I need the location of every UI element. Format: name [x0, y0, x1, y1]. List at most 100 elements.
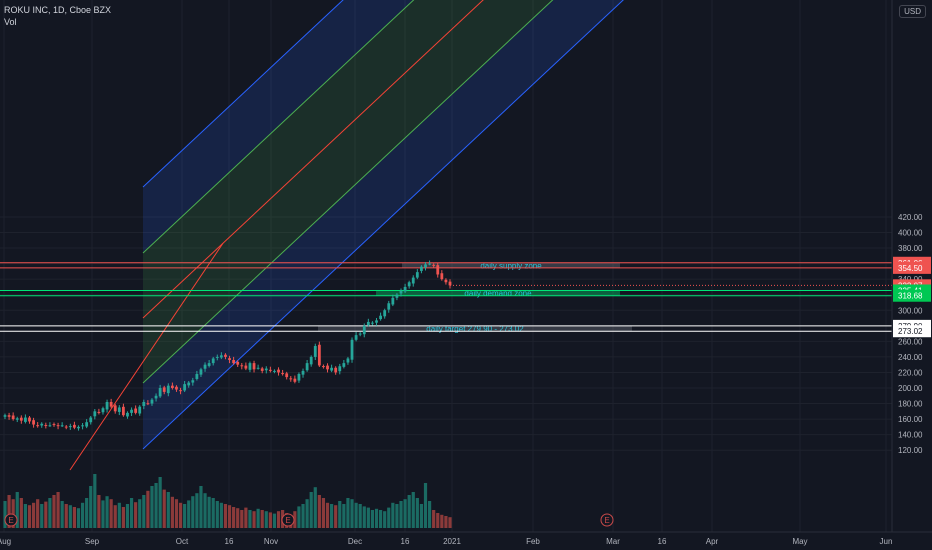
candle-body: [93, 411, 97, 417]
volume-bar: [330, 504, 334, 528]
volume-bar: [48, 498, 52, 528]
volume-bar: [358, 504, 362, 528]
time-tick-label: Sep: [85, 537, 100, 546]
time-tick-label: Apr: [706, 537, 719, 546]
candle-body: [264, 368, 268, 371]
candle-body: [297, 374, 301, 381]
volume-bar: [23, 504, 28, 528]
candle-body: [68, 426, 72, 428]
volume-bar: [191, 496, 195, 528]
regression-channel: [69, 0, 624, 471]
candle-body: [313, 346, 317, 357]
volume-bar: [354, 502, 358, 528]
volume-bar: [89, 486, 93, 528]
volume-bar: [227, 505, 232, 528]
candle-body: [330, 367, 334, 371]
candle-body: [236, 361, 240, 365]
candle-body: [60, 425, 64, 427]
candle-body: [256, 367, 260, 369]
volume-bar: [195, 493, 199, 528]
volume-bar: [40, 504, 44, 528]
candle-body: [232, 360, 236, 364]
price-tick-label: 160.00: [898, 415, 923, 424]
candle-body: [36, 425, 40, 427]
price-tick-label: 180.00: [898, 400, 923, 409]
candle-body: [371, 322, 374, 324]
volume-bar: [264, 511, 268, 528]
volume-label: Vol: [4, 17, 17, 27]
volume-bar: [105, 496, 109, 528]
volume-bar: [407, 495, 411, 528]
candle-body: [403, 286, 407, 292]
candle-body: [109, 401, 113, 407]
volume-bar: [305, 499, 309, 528]
candle-body: [146, 403, 150, 405]
volume-bar: [223, 504, 228, 528]
volume-bar: [158, 477, 162, 528]
candle-body: [432, 264, 436, 266]
candle-body: [424, 264, 427, 268]
candle-body: [154, 395, 158, 399]
time-axis[interactable]: Aug Sep Oct 16 Nov Dec 16 2021 Feb Mar 16 Apr May Jun: [0, 531, 932, 546]
volume-bar: [64, 504, 68, 528]
candle-body: [134, 408, 138, 413]
price-axis-bg: [892, 0, 932, 550]
volume-bar: [272, 513, 277, 528]
candle-body: [162, 387, 166, 392]
candle-body: [101, 408, 105, 413]
candle-body: [260, 368, 264, 371]
candle-body: [444, 279, 448, 283]
candle-body: [309, 356, 313, 365]
candle-body: [273, 370, 276, 372]
volume-bar: [378, 510, 383, 528]
candle-body: [215, 356, 219, 358]
candle-body: [326, 365, 329, 370]
candle-body: [64, 426, 68, 428]
price-tick-label: 260.00: [898, 337, 923, 346]
grid-lines: [0, 0, 892, 532]
earnings-marker-icon: [281, 513, 295, 527]
candle-body: [387, 303, 391, 310]
volume-bar: [207, 496, 211, 528]
price-label-supply: 354.50: [898, 264, 923, 273]
candle-body: [191, 380, 195, 383]
earnings-marker-letter: E: [604, 516, 609, 525]
candle-body: [11, 415, 15, 420]
trend-line: [69, 242, 224, 471]
candle-body: [73, 424, 76, 428]
volume-bar: [325, 502, 330, 528]
candle-body: [289, 378, 293, 380]
currency-button[interactable]: USD: [899, 5, 926, 18]
volume-bar: [15, 492, 19, 528]
time-tick-label: Nov: [264, 537, 278, 546]
time-tick-label: Oct: [176, 537, 189, 546]
volume-bar: [276, 511, 281, 528]
volume-bar: [134, 502, 138, 528]
volume-bar: [93, 474, 97, 528]
price-tick-label: 120.00: [898, 446, 923, 455]
volume-bar: [146, 490, 150, 528]
candle-body: [395, 294, 399, 298]
candle-body: [375, 320, 378, 323]
volume-bar: [80, 502, 85, 528]
price-label-bg-target: [893, 325, 931, 338]
volume-bar: [260, 510, 264, 528]
volume-bar: [72, 507, 77, 528]
candle-body: [436, 265, 440, 275]
candle-body: [142, 401, 146, 407]
candle-body: [391, 297, 395, 305]
candle-body: [166, 385, 170, 394]
volume-bar: [383, 511, 387, 528]
candle-body: [44, 425, 48, 427]
candle-body: [338, 366, 342, 372]
price-label-target: 273.02: [898, 327, 923, 336]
volume-bar: [76, 508, 81, 528]
candle-body: [77, 426, 80, 429]
volume-bar: [334, 505, 338, 528]
volume-bar: [170, 496, 174, 528]
price-tick-label: 200.00: [898, 384, 923, 393]
price-axis[interactable]: 120.00 140.00 160.00 180.00 200.00 220.00 240.…: [891, 0, 932, 550]
candle-body: [248, 363, 252, 370]
